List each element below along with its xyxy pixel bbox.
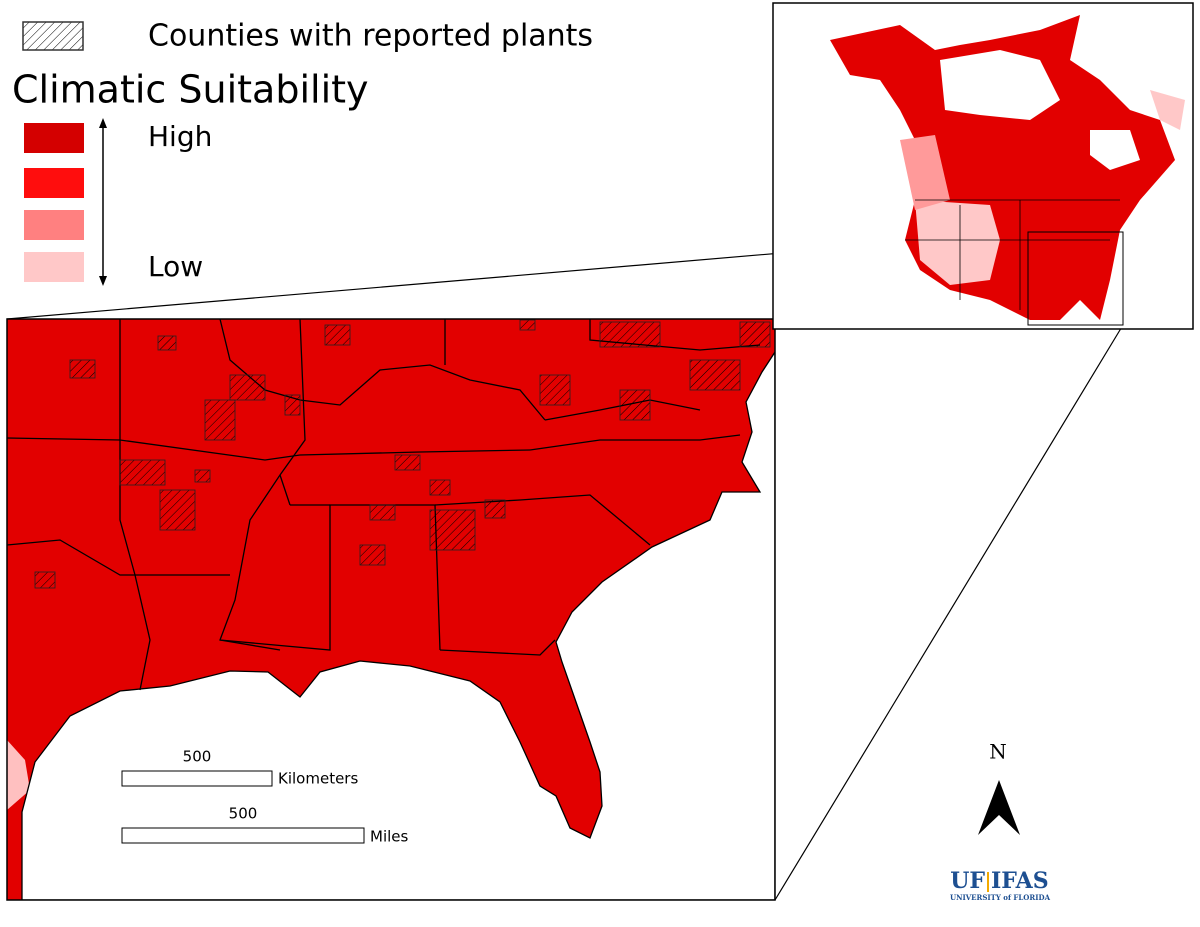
scale-distance: 500 xyxy=(183,748,212,766)
legend: Counties with reported plants Climatic S… xyxy=(12,19,593,286)
scale-distance: 500 xyxy=(229,805,258,823)
logo-university: UNIVERSITY of FLORIDA xyxy=(950,893,1051,902)
scale-unit: Kilometers xyxy=(278,770,358,788)
swatch xyxy=(24,210,84,240)
scale-bar xyxy=(121,770,273,787)
inset-map xyxy=(773,3,1193,329)
main-map-frame xyxy=(6,318,776,901)
scale-unit: Miles xyxy=(370,828,409,846)
legend-low: Low xyxy=(148,250,203,283)
logo-ifas: IFAS xyxy=(991,868,1049,894)
connector xyxy=(774,324,1124,901)
arrow-head xyxy=(99,276,107,286)
legend-high: High xyxy=(148,120,212,153)
main-map: 500 Kilometers 500 Miles xyxy=(7,319,775,900)
north-label: N xyxy=(989,740,1007,764)
north-arrow xyxy=(978,780,1020,835)
legend-title: Climatic Suitability xyxy=(12,68,369,112)
inset-frame xyxy=(772,2,1194,330)
scale-bar xyxy=(121,827,365,844)
swatch xyxy=(24,168,84,198)
swatch xyxy=(24,123,84,153)
hatch-swatch xyxy=(22,21,84,51)
arrow-head xyxy=(99,118,107,128)
logo: UF IFAS UNIVERSITY of FLORIDA xyxy=(950,868,1051,902)
hatch-label: Counties with reported plants xyxy=(148,19,593,54)
swatch xyxy=(24,252,84,282)
logo-uf: UF xyxy=(950,868,985,894)
